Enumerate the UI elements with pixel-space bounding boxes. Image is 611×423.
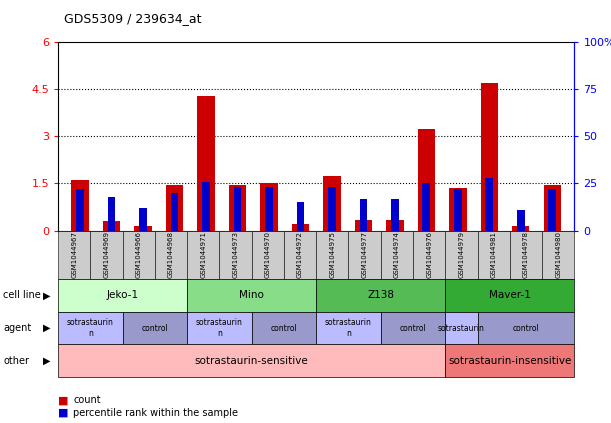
- Bar: [454, 189, 462, 231]
- Bar: [391, 198, 399, 231]
- Text: GSM1044971: GSM1044971: [200, 231, 207, 278]
- Text: control: control: [513, 324, 540, 332]
- Bar: [517, 210, 525, 231]
- Text: GSM1044978: GSM1044978: [523, 231, 529, 278]
- Bar: [260, 184, 277, 231]
- Text: sotrastaurin
n: sotrastaurin n: [196, 319, 243, 338]
- Text: Z138: Z138: [367, 291, 394, 300]
- Text: sotrastaurin-sensitive: sotrastaurin-sensitive: [195, 356, 309, 365]
- Bar: [265, 187, 273, 231]
- Bar: [549, 189, 556, 231]
- Bar: [481, 83, 498, 231]
- Bar: [233, 187, 241, 231]
- Text: ■: ■: [58, 408, 68, 418]
- Bar: [139, 208, 147, 231]
- Text: control: control: [400, 324, 426, 332]
- Text: GSM1044975: GSM1044975: [329, 231, 335, 278]
- Bar: [103, 221, 120, 231]
- Bar: [386, 220, 403, 231]
- Bar: [355, 220, 372, 231]
- Bar: [449, 188, 467, 231]
- Text: control: control: [271, 324, 298, 332]
- Text: control: control: [142, 324, 168, 332]
- Text: GSM1044970: GSM1044970: [265, 231, 271, 278]
- Text: percentile rank within the sample: percentile rank within the sample: [73, 408, 238, 418]
- Text: GSM1044973: GSM1044973: [233, 231, 238, 278]
- Text: sotrastaurin
n: sotrastaurin n: [67, 319, 114, 338]
- Bar: [202, 181, 210, 231]
- Text: GSM1044980: GSM1044980: [555, 231, 562, 278]
- Text: ▶: ▶: [43, 356, 51, 365]
- Bar: [166, 185, 183, 231]
- Bar: [229, 185, 246, 231]
- Text: GSM1044979: GSM1044979: [458, 231, 464, 278]
- Bar: [418, 129, 435, 231]
- Text: GSM1044968: GSM1044968: [168, 231, 174, 278]
- Bar: [197, 96, 214, 231]
- Text: ▶: ▶: [43, 291, 51, 300]
- Bar: [71, 180, 89, 231]
- Bar: [134, 226, 152, 231]
- Bar: [512, 226, 530, 231]
- Text: Mino: Mino: [240, 291, 264, 300]
- Text: GSM1044981: GSM1044981: [491, 231, 497, 278]
- Text: GSM1044966: GSM1044966: [136, 231, 142, 278]
- Text: sotrastaurin-insensitive: sotrastaurin-insensitive: [448, 356, 571, 365]
- Bar: [76, 189, 84, 231]
- Text: sotrastaurin: sotrastaurin: [438, 324, 485, 332]
- Text: GSM1044974: GSM1044974: [394, 231, 400, 278]
- Bar: [292, 224, 309, 231]
- Text: Jeko-1: Jeko-1: [106, 291, 139, 300]
- Text: count: count: [73, 395, 101, 405]
- Bar: [486, 178, 493, 231]
- Text: GSM1044969: GSM1044969: [103, 231, 109, 278]
- Text: sotrastaurin
n: sotrastaurin n: [325, 319, 372, 338]
- Bar: [108, 197, 115, 231]
- Bar: [170, 193, 178, 231]
- Text: GSM1044976: GSM1044976: [426, 231, 432, 278]
- Bar: [296, 202, 304, 231]
- Text: other: other: [3, 356, 29, 365]
- Text: GSM1044977: GSM1044977: [362, 231, 368, 278]
- Text: ▶: ▶: [43, 323, 51, 333]
- Bar: [323, 176, 340, 231]
- Bar: [328, 187, 336, 231]
- Text: ■: ■: [58, 395, 68, 405]
- Bar: [422, 184, 430, 231]
- Text: GSM1044972: GSM1044972: [297, 231, 303, 278]
- Text: agent: agent: [3, 323, 31, 333]
- Text: GSM1044967: GSM1044967: [71, 231, 77, 278]
- Text: GDS5309 / 239634_at: GDS5309 / 239634_at: [64, 12, 202, 25]
- Bar: [359, 198, 367, 231]
- Bar: [544, 185, 561, 231]
- Text: cell line: cell line: [3, 291, 41, 300]
- Text: Maver-1: Maver-1: [489, 291, 531, 300]
